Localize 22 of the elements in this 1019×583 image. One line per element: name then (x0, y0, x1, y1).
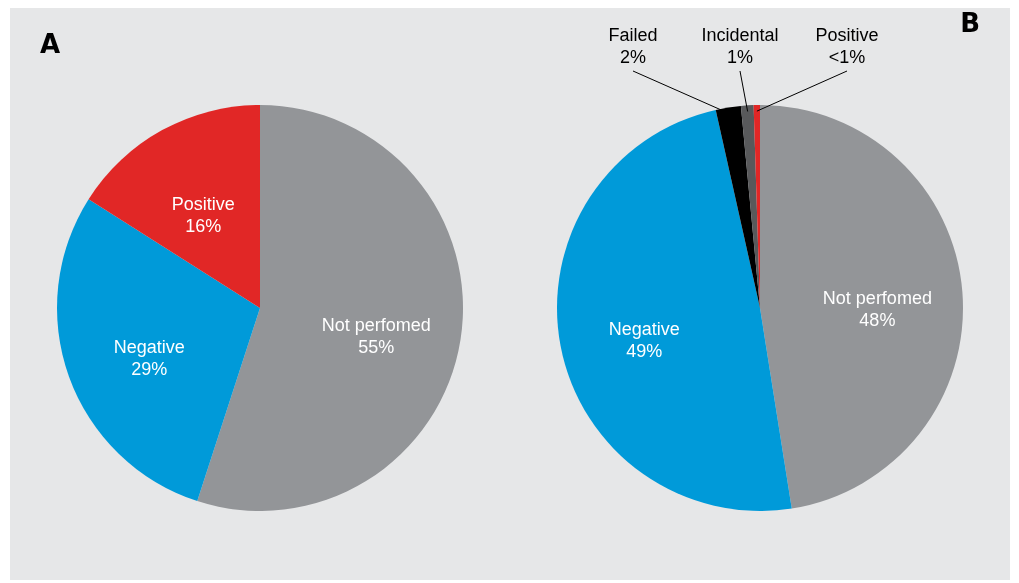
pie-slice (88, 105, 260, 308)
slice-label: Positive (815, 25, 879, 45)
chart-title: B (960, 8, 980, 38)
slice-label: Incidental (701, 25, 779, 45)
data-label: 48% (859, 309, 896, 330)
slice-label: Negative (608, 319, 680, 340)
slice-label: Negative (113, 336, 185, 357)
slice-label: Not perfomed (321, 315, 431, 336)
pie-slice (557, 109, 792, 511)
data-label: <1% (828, 47, 866, 67)
data-label: 16% (185, 215, 222, 236)
data-label: 29% (131, 358, 168, 379)
slice-label: Positive (171, 193, 235, 214)
slice-label: Not perfomed (822, 287, 932, 308)
data-label: 49% (626, 341, 663, 362)
data-label: 1% (726, 47, 754, 67)
slice-label: Failed (608, 25, 658, 45)
pie-slice (57, 199, 260, 502)
chart-title: A (40, 29, 61, 59)
data-label: 2% (619, 47, 647, 67)
data-label: 55% (358, 337, 395, 358)
pie-slice (760, 105, 963, 509)
